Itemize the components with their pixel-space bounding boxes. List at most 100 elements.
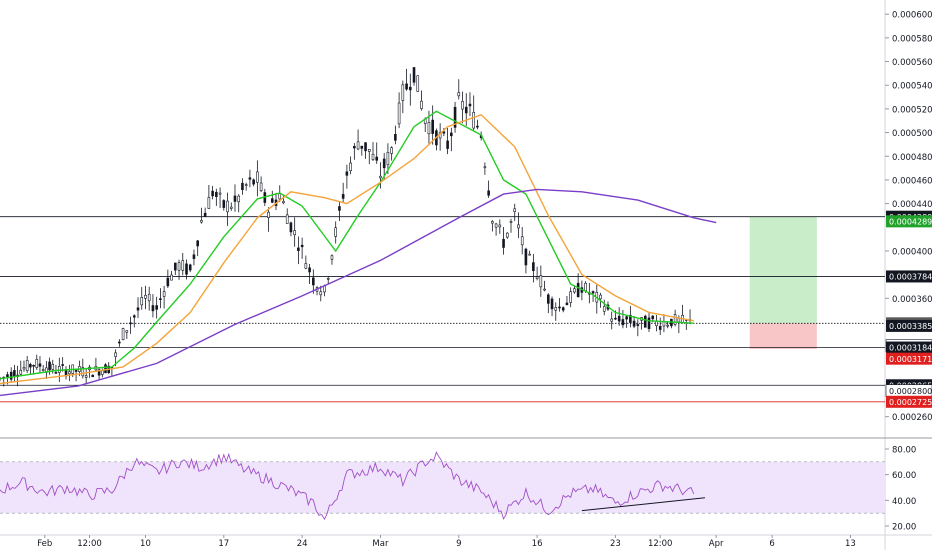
candle-body <box>300 244 304 248</box>
time-tick-label: 6 <box>769 539 774 549</box>
candle-body <box>118 341 121 344</box>
candle-body <box>319 291 323 296</box>
candle-body <box>81 367 85 377</box>
candle-body <box>35 359 39 368</box>
candle-body <box>151 305 155 312</box>
candle-body <box>29 364 32 368</box>
time-tick-label: 17 <box>218 539 229 549</box>
price-tick-label: 0.00054000 <box>892 82 932 92</box>
candle-body <box>360 145 364 149</box>
candle-body <box>51 363 55 370</box>
candle-body <box>569 291 572 303</box>
candle-body <box>177 262 181 271</box>
candle-body <box>345 171 349 176</box>
candle-body <box>371 153 375 160</box>
candle-body <box>289 222 293 233</box>
candle-body <box>491 221 494 224</box>
candle-body <box>643 315 647 328</box>
candle-body <box>464 106 468 114</box>
price-label: 0.00031842 <box>889 344 932 353</box>
candle-body <box>405 83 408 90</box>
candle-body <box>651 315 655 320</box>
price-label: 0.00042894 <box>889 218 932 227</box>
time-tick-label: 9 <box>456 539 461 549</box>
candle-body <box>334 227 337 237</box>
candle-body <box>125 330 129 333</box>
candle-body <box>48 361 51 371</box>
price-label-box <box>886 215 932 228</box>
candle-body <box>658 325 662 330</box>
candle-body <box>636 324 640 326</box>
candle-body <box>416 75 420 92</box>
candle-body <box>543 288 546 291</box>
rsi-tick-label: 40.00 <box>892 497 916 507</box>
candle-body <box>547 294 550 304</box>
candle-body <box>677 318 681 323</box>
candle-body <box>19 369 23 375</box>
candle-body <box>32 364 35 367</box>
candle-body <box>558 306 561 309</box>
candle-body <box>599 294 602 300</box>
time-tick-label: 10 <box>140 539 151 549</box>
candle-body <box>457 92 461 97</box>
rsi-tick-label: 60.00 <box>892 471 916 481</box>
candle-body <box>535 276 539 279</box>
candle-body <box>188 264 192 271</box>
candle-body <box>472 111 476 129</box>
candle-body <box>58 365 61 373</box>
candle-body <box>104 364 107 374</box>
candle-body <box>297 247 300 251</box>
price-tick-label: 0.00026000 <box>892 413 932 423</box>
price-tick-label: 0.00058000 <box>892 34 932 44</box>
candle-body <box>6 374 9 378</box>
candle-body <box>293 230 296 236</box>
rsi-trendline <box>581 497 706 512</box>
rsi-tick-label: 20.00 <box>892 523 916 533</box>
price-label: 0.00033856 <box>889 322 932 331</box>
candle-body <box>91 374 95 378</box>
candle-body <box>248 177 252 180</box>
time-tick-label: 12:00 <box>648 539 673 549</box>
candle-body <box>267 211 270 218</box>
candle-body <box>382 158 386 169</box>
time-tick-label: Mar <box>372 539 389 549</box>
candle-body <box>174 262 177 271</box>
candle-body <box>647 317 651 329</box>
candle-body <box>200 220 203 223</box>
candle-body <box>203 212 207 217</box>
time-tick-label: Feb <box>37 539 52 549</box>
candle-body <box>237 195 241 203</box>
time-tick-label: 23 <box>610 539 621 549</box>
candle-body <box>129 322 132 325</box>
candle-body <box>285 214 289 224</box>
candle-body <box>233 195 237 202</box>
candle-body <box>520 236 524 246</box>
candle-body <box>502 238 505 248</box>
candle-body <box>614 317 617 320</box>
candle-body <box>617 315 621 322</box>
price-tick-label: 0.00044000 <box>892 200 932 210</box>
candle-body <box>155 305 158 310</box>
candle-body <box>353 146 356 149</box>
price-label: 0.00031719 <box>889 355 932 364</box>
rsi-tick-label: 80.00 <box>892 445 916 455</box>
price-tick-label: 0.00040000 <box>892 247 932 257</box>
stop-loss-zone <box>749 323 817 349</box>
take-profit-zone <box>749 216 817 324</box>
candle-body <box>312 277 315 286</box>
candle-body <box>528 253 531 256</box>
candle-body <box>561 307 565 311</box>
candle-body <box>610 318 614 322</box>
candle-body <box>394 133 397 141</box>
time-tick-label: Apr <box>709 539 724 549</box>
candle-body <box>390 147 393 154</box>
candle-body <box>22 367 26 370</box>
candle-body <box>338 206 341 211</box>
candle-body <box>591 291 595 294</box>
candle-body <box>364 142 367 152</box>
candle-body <box>244 184 248 186</box>
price-label-box <box>886 319 932 332</box>
candle-body <box>673 314 677 325</box>
